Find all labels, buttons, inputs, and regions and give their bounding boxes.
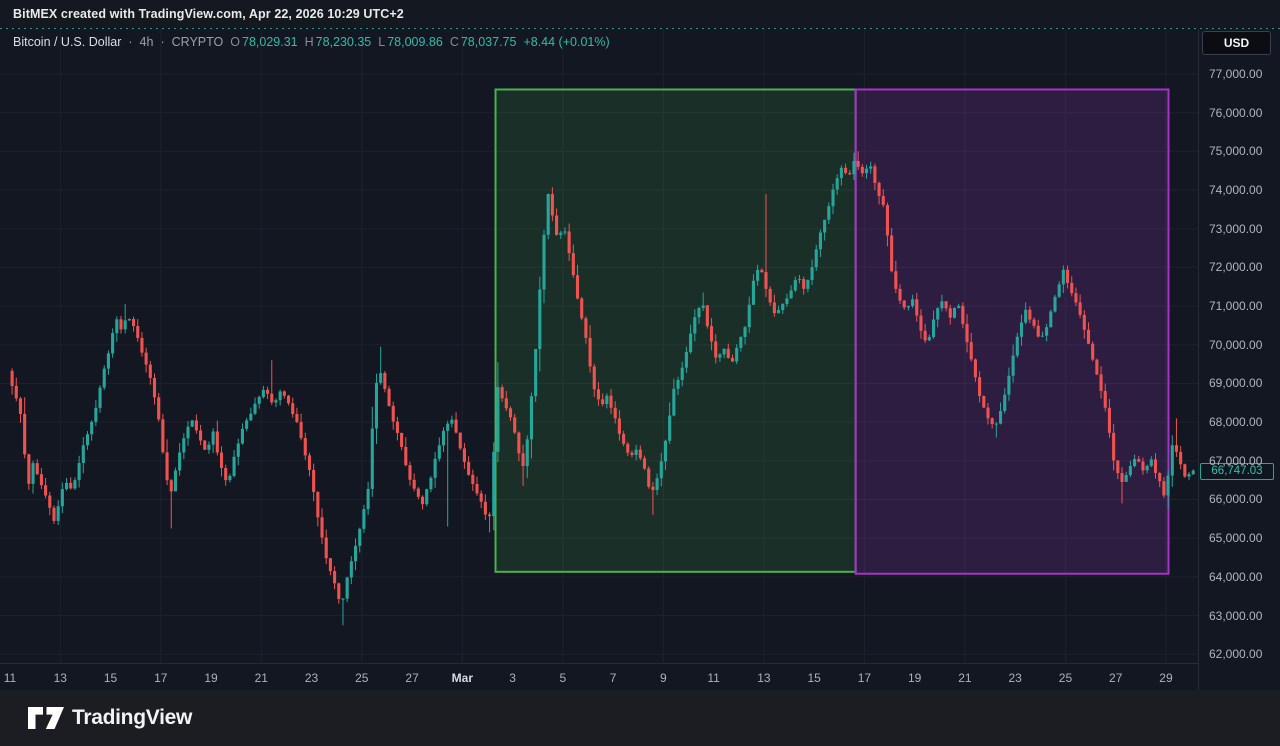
time-tick-label: 25 [1058,671,1073,685]
time-tick-label: 27 [1109,671,1123,685]
time-tick-label: Mar [451,671,473,685]
price-tick-label: 66,000.00 [1209,492,1263,507]
price-tick-label: 62,000.00 [1209,647,1263,662]
up-candles [31,152,1195,626]
price-tick-label: 76,000.00 [1209,105,1263,120]
price-tick-label: 65,000.00 [1209,531,1263,546]
price-tick-label: 75,000.00 [1209,144,1263,159]
price-tick-label: 70,000.00 [1209,337,1263,352]
price-tick-label: 73,000.00 [1209,221,1263,236]
purple-highlight-box[interactable] [854,88,1170,575]
change-value: +8.44 (+0.01%) [523,35,610,49]
close-label: C [449,35,459,49]
time-tick-label: 19 [204,671,218,685]
candlestick-chart-canvas[interactable] [0,29,1198,663]
chart-legend: Bitcoin / U.S. Dollar · 4h · CRYPTO O 78… [13,35,610,49]
tradingview-logo-icon [28,707,64,729]
dashed-separator [0,28,1280,29]
open-value: 78,029.31 [242,35,298,49]
time-tick-label: 13 [757,671,771,685]
symbol-title[interactable]: Bitcoin / U.S. Dollar [13,35,122,49]
price-tick-label: 74,000.00 [1209,183,1263,198]
time-tick-label: 7 [609,671,617,685]
low-label: L [378,35,386,49]
attribution-text: BitMEX created with TradingView.com, Apr… [13,7,404,21]
high-label: H [304,35,314,49]
price-tick-label: 63,000.00 [1209,608,1263,623]
currency-toggle-button[interactable]: USD [1202,31,1271,55]
green-highlight-box[interactable] [494,88,857,573]
tradingview-logo-link[interactable]: TradingView [28,706,192,730]
open-label: O [230,35,240,49]
attribution-bar: BitMEX created with TradingView.com, Apr… [0,0,1280,28]
time-axis[interactable]: 11 13 15 17 19 21 23 25 27 Mar 3 5 7 9 11 13 15 17 19 21 23 2… [0,663,1198,690]
time-tick-label: 11 [3,671,17,685]
ohlc-high: H 78,230.35 [305,35,372,49]
high-value: 78,230.35 [315,35,372,49]
chart-pane[interactable] [0,29,1198,663]
market-label: CRYPTO [171,35,224,49]
price-axis[interactable]: USD 66,747.03 77,000.00 76,000.00 75,000.0… [1198,29,1280,690]
legend-separator: · [128,35,133,49]
time-tick-label: 19 [907,671,922,685]
price-tick-label: 72,000.00 [1209,260,1263,275]
time-tick-label: 15 [807,671,821,685]
down-candles [10,151,1187,604]
price-tick-label: 71,000.00 [1209,299,1263,314]
time-tick-label: 9 [660,671,667,685]
time-tick-label: 29 [1159,671,1173,685]
price-tick-label: 69,000.00 [1209,376,1263,391]
low-value: 78,009.86 [387,35,443,49]
price-tick-label: 77,000.00 [1209,67,1263,81]
time-tick-label: 13 [53,671,67,685]
ohlc-open: O 78,029.31 [230,35,297,49]
time-tick-label: 17 [857,671,872,685]
time-tick-label: 25 [355,671,369,685]
price-tick-label: 64,000.00 [1209,569,1263,584]
price-tick-label: 67,000.00 [1209,453,1263,468]
time-tick-label: 21 [958,671,972,685]
time-tick-label: 3 [509,671,516,685]
time-tick-label: 17 [154,671,168,685]
last-price-tag: 66,747.03 [1200,462,1274,480]
time-tick-label: 11 [707,671,720,685]
time-tick-label: 23 [1008,671,1022,685]
close-value: 78,037.75 [460,35,517,49]
time-tick-label: 27 [405,671,419,685]
time-tick-label: 21 [254,671,268,685]
price-tick-label: 68,000.00 [1209,415,1263,430]
ohlc-low: L 78,009.86 [378,35,443,49]
ohlc-close: C 78,037.75 [450,35,517,49]
footer-bar: TradingView [0,690,1280,746]
legend-separator: · [160,35,165,49]
interval-label[interactable]: 4h [139,35,154,49]
brand-wordmark: TradingView [72,706,193,729]
time-tick-label: 23 [304,671,319,685]
time-tick-label: 5 [559,671,567,685]
time-tick-label: 15 [103,671,118,685]
